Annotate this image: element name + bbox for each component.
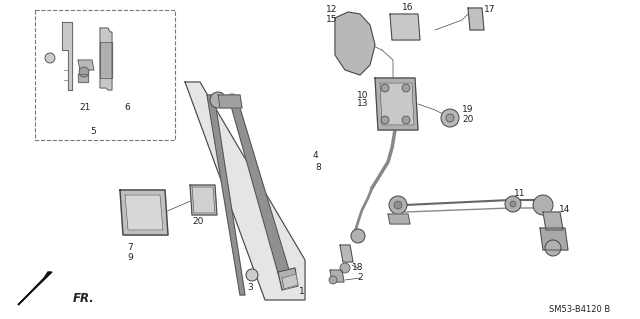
Circle shape — [441, 109, 459, 127]
Polygon shape — [185, 82, 305, 300]
Polygon shape — [18, 272, 52, 305]
Circle shape — [510, 201, 516, 207]
Polygon shape — [190, 185, 217, 215]
Text: 11: 11 — [515, 189, 525, 197]
Text: 5: 5 — [90, 128, 96, 137]
Polygon shape — [340, 245, 353, 262]
Polygon shape — [125, 195, 163, 230]
Circle shape — [210, 92, 226, 108]
Text: 19: 19 — [462, 106, 474, 115]
Polygon shape — [388, 214, 410, 224]
Text: 6: 6 — [124, 103, 130, 113]
Text: 2: 2 — [357, 273, 363, 283]
Circle shape — [45, 53, 55, 63]
Polygon shape — [282, 274, 298, 289]
Circle shape — [402, 116, 410, 124]
Polygon shape — [380, 83, 414, 125]
Text: 4: 4 — [312, 151, 318, 160]
Circle shape — [329, 276, 337, 284]
Polygon shape — [62, 22, 72, 90]
Polygon shape — [192, 187, 215, 213]
Text: SM53-B4120 B: SM53-B4120 B — [548, 306, 610, 315]
Text: 15: 15 — [326, 14, 338, 24]
Circle shape — [446, 114, 454, 122]
Text: 10: 10 — [357, 91, 369, 100]
Polygon shape — [375, 78, 418, 130]
Circle shape — [394, 201, 402, 209]
Text: 17: 17 — [484, 5, 496, 14]
Text: 8: 8 — [315, 164, 321, 173]
Circle shape — [389, 196, 407, 214]
Circle shape — [505, 196, 521, 212]
Circle shape — [381, 84, 389, 92]
Text: 12: 12 — [326, 5, 338, 14]
Circle shape — [545, 240, 561, 256]
Circle shape — [533, 195, 553, 215]
Polygon shape — [540, 228, 568, 250]
Text: 13: 13 — [357, 100, 369, 108]
Text: FR.: FR. — [73, 292, 95, 305]
Circle shape — [351, 229, 365, 243]
Polygon shape — [390, 14, 420, 40]
Polygon shape — [78, 60, 94, 70]
Text: 21: 21 — [79, 103, 91, 113]
Polygon shape — [120, 190, 168, 235]
Text: 16: 16 — [403, 4, 413, 12]
Text: 14: 14 — [559, 205, 571, 214]
Polygon shape — [330, 270, 344, 282]
Polygon shape — [228, 95, 292, 280]
Text: 3: 3 — [247, 284, 253, 293]
Polygon shape — [543, 212, 563, 230]
Polygon shape — [278, 268, 298, 290]
Circle shape — [79, 67, 89, 77]
Polygon shape — [335, 12, 375, 75]
Text: 18: 18 — [352, 263, 364, 272]
Circle shape — [381, 116, 389, 124]
Circle shape — [226, 94, 238, 106]
Circle shape — [402, 84, 410, 92]
Polygon shape — [100, 42, 112, 78]
Text: 1: 1 — [299, 287, 305, 296]
Circle shape — [340, 263, 350, 273]
Text: 20: 20 — [462, 115, 474, 124]
Polygon shape — [218, 95, 242, 108]
Polygon shape — [207, 95, 245, 295]
Text: 9: 9 — [127, 253, 133, 262]
Polygon shape — [468, 8, 484, 30]
Circle shape — [246, 269, 258, 281]
Polygon shape — [78, 74, 88, 82]
Polygon shape — [100, 28, 112, 90]
Text: 7: 7 — [127, 243, 133, 253]
Text: 20: 20 — [192, 218, 204, 226]
